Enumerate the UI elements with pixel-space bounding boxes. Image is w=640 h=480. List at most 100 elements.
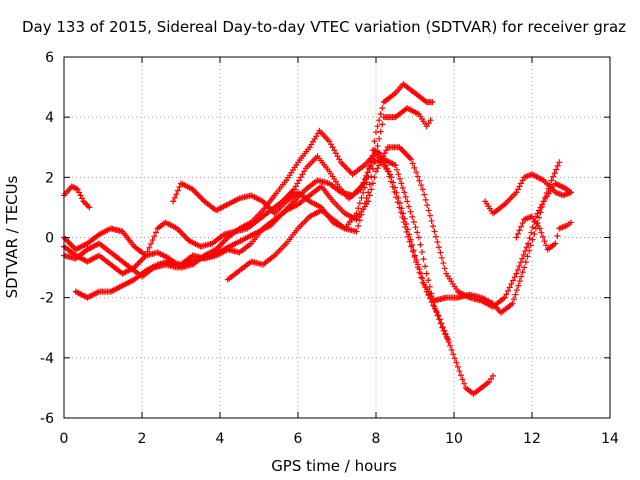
y-tick-label: 0 [45,231,54,247]
data-point [374,123,381,130]
data-point [373,168,379,175]
x-tick-label: 8 [372,431,381,447]
data-point [384,165,391,172]
y-tick-label: -6 [40,411,54,427]
data-point [519,177,526,184]
data-point [519,220,526,227]
data-point [361,184,368,191]
data-point [360,206,367,213]
data-point [366,192,373,199]
data-point [411,164,418,171]
data-point [412,224,419,231]
data-point [509,300,516,307]
data-point [331,147,338,154]
data-point [379,105,386,112]
data-point [528,229,535,236]
data-point [536,225,543,232]
data-point [329,144,336,151]
data-point [514,186,521,193]
data-point [537,209,544,216]
data-point [373,150,379,157]
data-point [435,312,442,319]
data-point [433,307,440,314]
data-point [301,168,308,175]
data-point [77,192,84,199]
data-point [539,233,546,240]
data-point [393,166,400,173]
data-point [519,269,526,276]
x-tick-label: 6 [294,431,303,447]
data-point [405,203,412,210]
data-point [383,147,390,154]
data-point [550,173,557,180]
data-point [440,260,447,267]
y-tick-label: 6 [45,50,54,66]
data-point [388,174,395,181]
data-point [368,173,375,180]
data-point [542,194,549,201]
data-point [402,193,409,200]
data-point [434,312,441,319]
data-point [426,283,433,290]
data-point [515,282,522,289]
data-point [517,259,524,266]
y-tick-label: -2 [40,291,54,307]
data-point [86,204,93,211]
data-point [382,162,389,169]
data-point [514,230,521,237]
data-point [518,223,525,230]
data-point [371,138,378,145]
data-point [356,217,363,224]
data-point [513,189,520,196]
data-point [406,231,413,238]
data-point [151,233,158,240]
data-point [376,135,383,142]
data-point [423,270,430,277]
data-point [407,208,414,215]
data-point [524,253,531,260]
data-point [554,232,561,239]
data-point [396,200,403,207]
data-point [419,186,426,193]
data-point [488,375,495,382]
data-point [353,228,360,235]
data-point [358,194,365,201]
data-point [401,215,408,222]
data-point [176,183,183,190]
data-point [147,240,154,247]
data-point [527,242,534,249]
data-point [413,169,420,176]
data-point [490,372,496,379]
data-point [431,303,438,310]
data-point [173,191,180,198]
data-point [144,248,151,255]
data-point [543,189,550,196]
data-point [516,183,523,190]
data-point [518,273,525,280]
data-point [441,265,448,272]
data-point [409,248,416,255]
data-point [367,162,374,169]
data-point [361,200,368,207]
data-point [461,380,468,387]
data-point [358,211,365,218]
data-point [379,121,386,128]
data-point [356,200,363,207]
series-s8 [482,171,574,217]
data-point [373,129,379,136]
data-point [353,210,360,217]
data-point [459,376,466,383]
data-point [174,187,181,194]
data-point [398,205,405,212]
data-point [401,189,408,196]
data-point [425,292,432,299]
data-point [556,159,563,166]
data-point [442,330,449,337]
data-point [378,153,385,160]
data-point [516,278,523,285]
data-point [366,165,373,172]
data-point [419,275,426,282]
data-point [334,153,341,160]
x-tick-label: 2 [138,431,147,447]
data-point [368,186,375,193]
